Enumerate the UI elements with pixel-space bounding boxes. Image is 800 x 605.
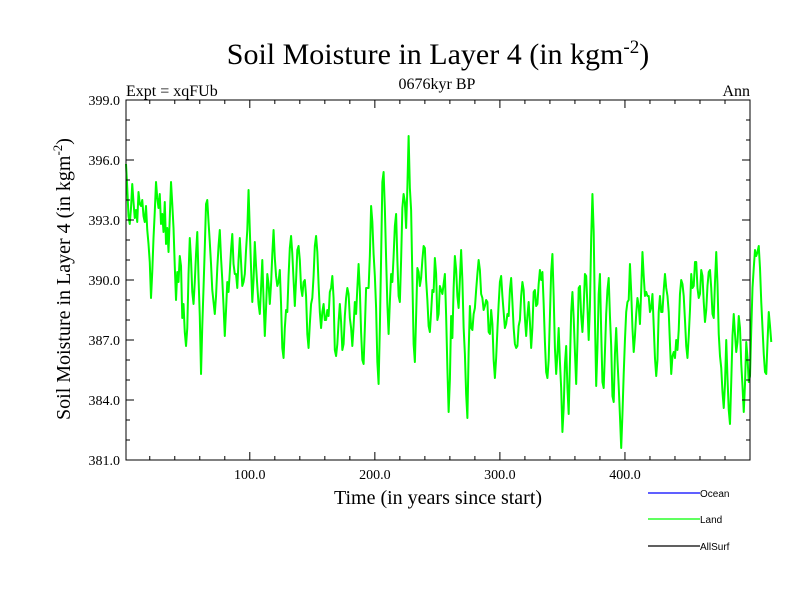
series-line-land bbox=[125, 135, 773, 449]
x-axis-label: Time (in years since start) bbox=[334, 487, 542, 509]
legend-ocean-label: Ocean bbox=[700, 489, 729, 500]
legend-allsurf-label: AllSurf bbox=[700, 542, 730, 553]
y-tick-label: 387.0 bbox=[89, 334, 121, 349]
x-tick-label: 300.0 bbox=[484, 468, 516, 483]
y-tick-label: 396.0 bbox=[89, 154, 121, 169]
x-tick-label: 400.0 bbox=[609, 468, 641, 483]
expt-label: Expt = xqFUb bbox=[126, 83, 218, 100]
y-axis-label: Soil Moisture in Layer 4 (in kgm-2) bbox=[50, 138, 75, 420]
plot-frame bbox=[125, 99, 751, 461]
legend-land-label: Land bbox=[700, 515, 722, 526]
y-tick-label: 393.0 bbox=[89, 214, 121, 229]
y-axis-label-superscript: -2 bbox=[50, 145, 65, 156]
y-tick-label: 390.0 bbox=[89, 274, 121, 289]
y-tick-label: 381.0 bbox=[89, 454, 121, 469]
season-label: Ann bbox=[722, 83, 750, 100]
y-tick-label: 384.0 bbox=[89, 394, 121, 409]
period-label: 0676kyr BP bbox=[399, 76, 476, 93]
chart-title-superscript: -2 bbox=[623, 37, 639, 58]
x-tick-label: 100.0 bbox=[234, 468, 266, 483]
y-tick-label: 399.0 bbox=[89, 94, 121, 109]
legend: Ocean Land AllSurf bbox=[648, 489, 730, 553]
series-group bbox=[125, 135, 773, 449]
x-tick-label: 200.0 bbox=[359, 468, 391, 483]
chart-title: Soil Moisture in Layer 4 (in kgm-2) bbox=[227, 37, 649, 71]
